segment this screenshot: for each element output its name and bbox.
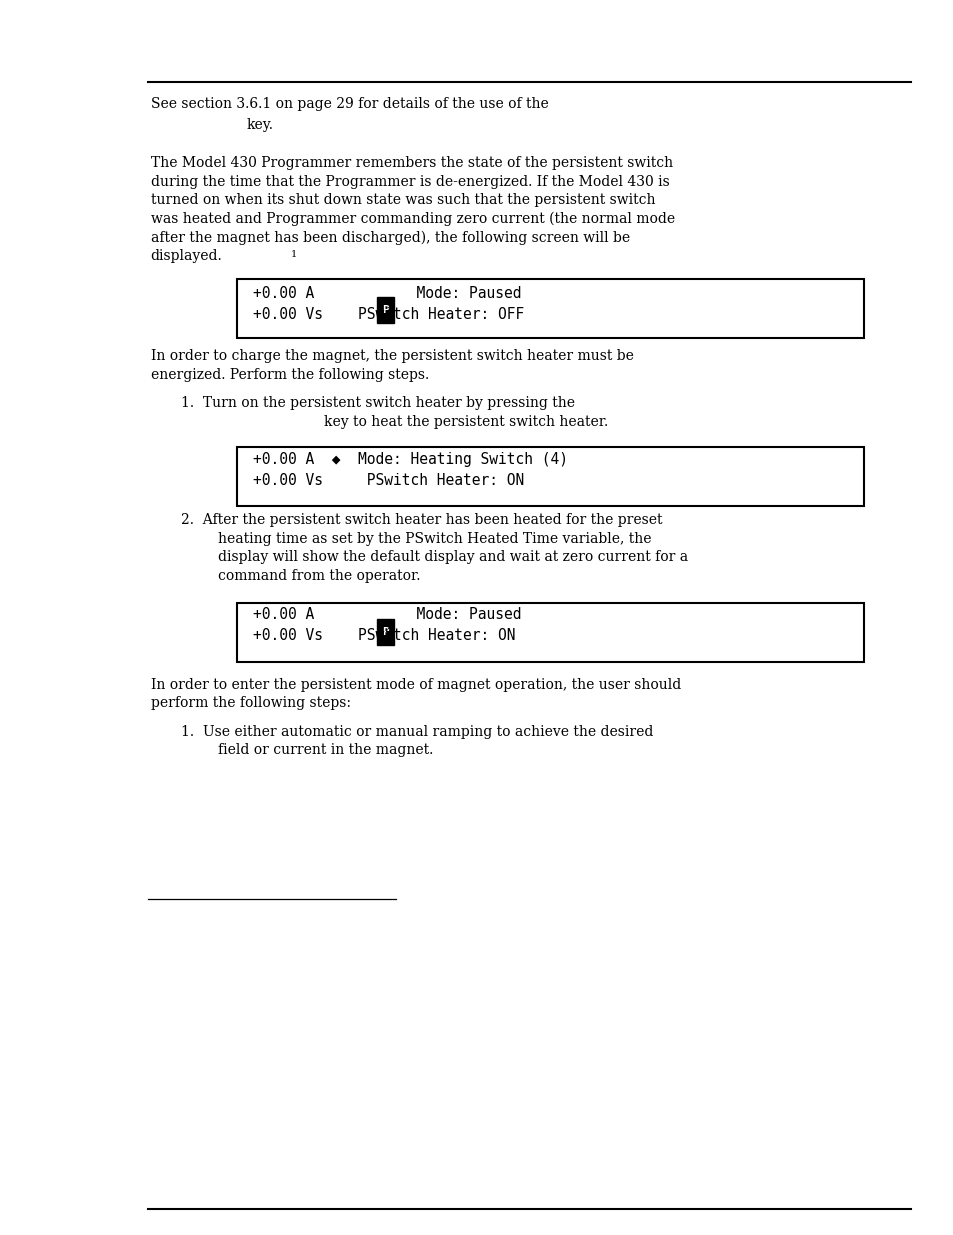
Text: turned on when its shut down state was such that the persistent switch: turned on when its shut down state was s… — [151, 194, 655, 207]
Text: +0.00 A: +0.00 A — [253, 608, 314, 622]
Text: The Model 430 Programmer remembers the state of the persistent switch: The Model 430 Programmer remembers the s… — [151, 157, 672, 170]
Text: heating time as set by the PSwitch Heated Time variable, the: heating time as set by the PSwitch Heate… — [217, 532, 650, 546]
Text: display will show the default display and wait at zero current for a: display will show the default display an… — [217, 551, 687, 564]
Text: Mode: Paused: Mode: Paused — [398, 608, 520, 622]
Text: In order to charge the magnet, the persistent switch heater must be: In order to charge the magnet, the persi… — [151, 350, 633, 363]
Text: +0.00 A: +0.00 A — [253, 287, 314, 301]
Text: key to heat the persistent switch heater.: key to heat the persistent switch heater… — [324, 415, 608, 429]
Text: field or current in the magnet.: field or current in the magnet. — [217, 743, 433, 757]
Text: +0.00 Vs    PSwitch Heater: OFF: +0.00 Vs PSwitch Heater: OFF — [253, 308, 523, 322]
Text: 2.  After the persistent switch heater has been heated for the preset: 2. After the persistent switch heater ha… — [181, 514, 662, 527]
Text: key.: key. — [246, 119, 273, 132]
Text: In order to enter the persistent mode of magnet operation, the user should: In order to enter the persistent mode of… — [151, 678, 680, 692]
Text: 1.  Turn on the persistent switch heater by pressing the: 1. Turn on the persistent switch heater … — [181, 396, 575, 410]
FancyBboxPatch shape — [236, 447, 863, 506]
Text: +0.00 A  ◆  Mode: Heating Switch (4): +0.00 A ◆ Mode: Heating Switch (4) — [253, 452, 567, 467]
Text: Mode: Paused: Mode: Paused — [398, 287, 520, 301]
Text: command from the operator.: command from the operator. — [217, 569, 419, 583]
Text: See section 3.6.1 on page 29 for details of the use of the: See section 3.6.1 on page 29 for details… — [151, 98, 548, 111]
FancyBboxPatch shape — [236, 279, 863, 338]
FancyBboxPatch shape — [236, 603, 863, 662]
FancyBboxPatch shape — [376, 620, 395, 645]
FancyBboxPatch shape — [376, 296, 395, 324]
Text: perform the following steps:: perform the following steps: — [151, 697, 351, 710]
Text: 1.  Use either automatic or manual ramping to achieve the desired: 1. Use either automatic or manual rampin… — [181, 725, 653, 739]
Text: energized. Perform the following steps.: energized. Perform the following steps. — [151, 368, 429, 382]
Text: P: P — [382, 627, 389, 637]
Text: after the magnet has been discharged), the following screen will be: after the magnet has been discharged), t… — [151, 230, 629, 245]
Text: +0.00 Vs     PSwitch Heater: ON: +0.00 Vs PSwitch Heater: ON — [253, 473, 523, 488]
Text: was heated and Programmer commanding zero current (the normal mode: was heated and Programmer commanding zer… — [151, 211, 674, 226]
Text: during the time that the Programmer is de-energized. If the Model 430 is: during the time that the Programmer is d… — [151, 175, 669, 189]
Text: +0.00 Vs    PSwitch Heater: ON: +0.00 Vs PSwitch Heater: ON — [253, 629, 515, 643]
Text: 1: 1 — [291, 251, 297, 259]
Text: displayed.: displayed. — [151, 249, 222, 263]
Text: P: P — [382, 305, 389, 315]
